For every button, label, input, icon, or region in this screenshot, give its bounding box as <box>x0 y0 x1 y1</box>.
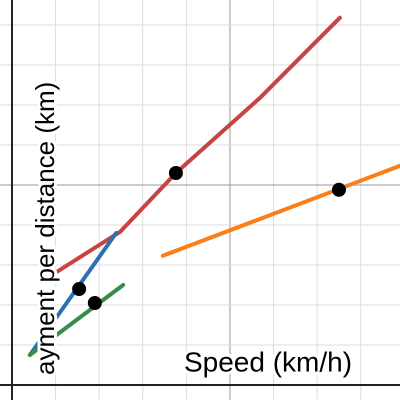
plot <box>27 15 400 357</box>
point <box>87 296 102 310</box>
y-axis-label: ayment per distance (km) <box>30 82 60 375</box>
x-axis-label: Speed (km/h) <box>184 346 352 377</box>
point <box>72 282 87 296</box>
series-line <box>160 163 400 258</box>
point <box>168 166 183 180</box>
point <box>331 182 346 197</box>
series-line <box>27 231 119 357</box>
series-line <box>27 283 126 357</box>
